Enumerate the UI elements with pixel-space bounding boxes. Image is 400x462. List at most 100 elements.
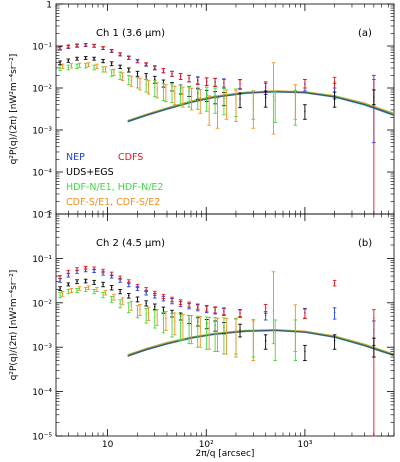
panel-a-series	[58, 43, 376, 215]
x-tick-label: 10²	[199, 440, 214, 450]
data-point	[145, 83, 147, 86]
data-point	[59, 287, 61, 290]
data-point	[373, 317, 375, 319]
panel-a-ytick-label: 10⁻⁴	[32, 169, 52, 179]
x-tick-label: 10	[102, 440, 114, 450]
data-point	[84, 280, 87, 282]
data-point	[223, 328, 225, 331]
data-point	[156, 315, 158, 317]
data-point	[121, 300, 124, 302]
data-point	[130, 79, 133, 82]
panel-a-ytick-label: 10⁻⁵	[32, 211, 52, 221]
data-point	[93, 270, 95, 272]
data-point	[239, 83, 241, 85]
data-point	[104, 68, 107, 70]
data-point	[59, 47, 61, 49]
data-point	[208, 108, 210, 110]
data-point	[304, 312, 306, 315]
data-point	[225, 97, 228, 100]
data-point	[264, 85, 267, 87]
data-point	[76, 268, 78, 270]
data-point	[223, 310, 225, 312]
panel-a-band-label: Ch 1 (3.6 μm)	[96, 28, 165, 39]
data-point	[110, 50, 113, 52]
data-point	[110, 273, 113, 275]
panel-b: 1 10⁻¹ 10⁻² 10⁻³ 10⁻⁴ 10⁻⁵ 10 10² 10³ Ch 2 (4.5 …	[9, 211, 395, 450]
data-point	[225, 329, 228, 332]
data-point	[130, 304, 133, 306]
panel-a-series	[60, 62, 298, 135]
data-point	[147, 85, 150, 87]
data-point	[145, 302, 147, 304]
data-point	[104, 291, 107, 294]
data-point	[67, 45, 70, 48]
data-point	[373, 83, 375, 85]
data-point	[113, 71, 115, 73]
legend-hdf: HDF-N/E1, HDF-N/E2	[66, 182, 163, 193]
data-point	[264, 340, 267, 342]
data-point	[165, 317, 167, 320]
x-axis-title: 2π/q [arcsec]	[196, 449, 255, 459]
panel-b-series	[58, 265, 376, 437]
data-point	[102, 283, 104, 286]
panel-a-ytick-label: 1	[46, 1, 52, 11]
panel-a-model-line	[127, 90, 395, 122]
data-point	[216, 328, 219, 331]
data-point	[84, 57, 87, 59]
data-point	[67, 66, 70, 69]
data-point	[162, 89, 165, 91]
data-point	[145, 291, 147, 294]
data-point	[93, 57, 95, 60]
data-point	[136, 287, 139, 290]
panel-b-ytick-label: 10⁻⁴	[32, 388, 52, 398]
panel-b-band-label: Ch 2 (4.5 μm)	[96, 238, 165, 249]
data-point	[76, 271, 78, 273]
data-point	[373, 344, 375, 347]
data-point	[136, 298, 139, 300]
data-point	[102, 60, 104, 62]
data-point	[333, 81, 336, 83]
data-point	[96, 288, 98, 291]
data-point	[294, 89, 297, 91]
data-point	[154, 86, 156, 88]
data-point	[214, 328, 216, 330]
data-point	[110, 72, 113, 74]
data-point	[96, 65, 98, 67]
data-point	[102, 47, 104, 49]
data-point	[61, 65, 64, 67]
data-point	[110, 298, 113, 300]
panel-b-ytick-label: 10⁻³	[32, 344, 52, 354]
data-point	[264, 96, 267, 99]
data-point	[214, 81, 216, 83]
data-point	[274, 99, 276, 102]
data-point	[252, 334, 255, 336]
data-point	[235, 98, 237, 101]
data-point	[59, 294, 61, 296]
data-point	[121, 75, 124, 77]
data-point	[102, 294, 104, 296]
data-point	[59, 62, 61, 64]
data-point	[93, 267, 95, 269]
panel-b-ytick-label: 10⁻⁵	[32, 433, 52, 443]
data-point	[197, 325, 199, 328]
data-point	[67, 283, 70, 286]
panel-b-ylabel: q²P(q)/(2π) [nW²m⁻⁴sr⁻²]	[9, 270, 19, 381]
data-point	[199, 325, 201, 328]
panel-a-series	[58, 56, 376, 120]
data-point	[136, 310, 139, 312]
data-point	[119, 279, 121, 282]
data-point	[216, 111, 219, 113]
panel-a-ylabel: q²P(q)/(2π) [nW²m⁻⁴sr⁻²]	[9, 54, 19, 165]
data-point	[110, 62, 113, 65]
data-point	[84, 288, 87, 291]
panel-a-model-line	[127, 91, 395, 122]
data-point	[162, 319, 165, 321]
data-point	[119, 53, 121, 55]
data-point	[165, 90, 167, 93]
data-point	[84, 44, 87, 46]
data-point	[162, 295, 165, 298]
data-point	[223, 96, 225, 99]
data-point	[171, 298, 173, 300]
legend: NEP CDFS UDS+EGS HDF-N/E1, HDF-N/E2 CDF-…	[66, 152, 163, 208]
